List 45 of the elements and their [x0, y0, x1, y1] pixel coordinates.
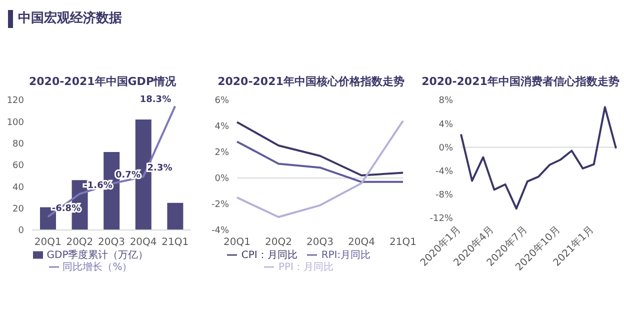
y-tick-label: -12%	[430, 214, 454, 224]
line-series	[236, 121, 404, 176]
legend-label: GDP季度累计（万亿）	[46, 250, 148, 261]
y-tick-label: 20	[12, 204, 24, 215]
y-tick-label: 4%	[438, 120, 454, 130]
y-tick-label: 120	[6, 96, 24, 106]
chart-title: 2020-2021年中国消费者信心指数走势	[420, 74, 620, 90]
y-tick-label: 8%	[438, 96, 454, 106]
x-tick-label: 20Q2	[265, 237, 292, 248]
y-tick-label: 40	[12, 182, 24, 193]
y-tick-label: 2%	[214, 148, 230, 158]
legend-label: 同比增长（%）	[62, 262, 132, 273]
y-tick-label: -2%	[211, 200, 230, 210]
data-label: -6.8%	[52, 204, 81, 214]
y-tick-label: 4%	[214, 122, 230, 132]
bar	[167, 202, 184, 230]
y-tick-label: 0	[18, 226, 24, 236]
line-series	[236, 120, 404, 218]
line-series	[460, 106, 617, 210]
legend-label: RPI:月同比	[321, 250, 371, 261]
y-tick-label: 100	[6, 118, 24, 128]
y-tick-label: 80	[12, 140, 24, 150]
y-tick-label: 0%	[214, 174, 230, 184]
x-tick-label: 20Q3	[306, 237, 334, 248]
text: 中国宏观经济数据	[18, 10, 122, 27]
x-tick-label: 21Q1	[390, 237, 416, 248]
legend-label: CPI：月同比	[241, 250, 298, 261]
x-tick-label: 20Q4	[130, 237, 157, 248]
chart-title: 2020-2021年中国GDP情况	[28, 74, 178, 90]
x-tick-label: 20Q4	[348, 237, 375, 248]
x-tick-label: 20Q2	[66, 237, 94, 248]
x-tick-label: 20Q1	[224, 237, 250, 248]
data-label: 18.3%	[140, 95, 172, 106]
y-tick-label: 0%	[438, 143, 454, 154]
y-tick-label: 6%	[214, 96, 230, 106]
line-series	[236, 140, 404, 183]
y-tick-label: -4%	[211, 226, 230, 236]
x-tick-label: 20Q1	[34, 237, 62, 248]
legend-label: PPI：月同比	[278, 262, 334, 273]
y-tick-label: -8%	[435, 190, 454, 201]
chart-title: 2020-2021年中国核心价格指数走势	[216, 74, 406, 90]
y-tick-label: 60	[12, 161, 24, 172]
x-tick-label: 21Q1	[162, 237, 189, 248]
y-tick-label: -4%	[435, 166, 454, 177]
x-tick-label: 20Q3	[98, 237, 125, 248]
